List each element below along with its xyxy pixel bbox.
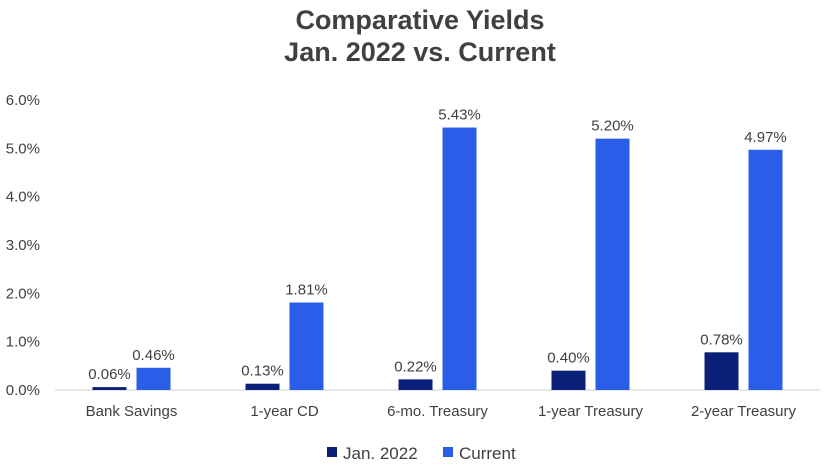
- legend: Jan. 2022 Current: [327, 444, 516, 463]
- data-label: 0.22%: [394, 358, 437, 375]
- data-label: 0.40%: [547, 350, 590, 367]
- y-tick-label: 4.0%: [6, 189, 40, 206]
- y-tick-label: 0.0%: [6, 382, 40, 399]
- bar: [704, 352, 739, 390]
- chart-title: Comparative Yields: [295, 5, 544, 35]
- legend-swatch: [327, 447, 337, 457]
- y-tick-label: 5.0%: [6, 140, 40, 157]
- bars-group: [92, 127, 783, 391]
- legend-label: Current: [459, 444, 516, 463]
- data-label: 4.97%: [744, 129, 787, 146]
- bar: [92, 387, 127, 390]
- category-label: 1-year Treasury: [538, 403, 644, 420]
- bar: [595, 138, 630, 390]
- category-label: 1-year CD: [250, 403, 319, 420]
- bar: [136, 367, 171, 390]
- data-label: 5.20%: [591, 118, 634, 135]
- bar: [442, 127, 477, 391]
- data-label: 5.43%: [438, 107, 481, 124]
- bar: [289, 302, 324, 390]
- legend-label: Jan. 2022: [343, 444, 418, 463]
- data-label: 1.81%: [285, 282, 328, 299]
- bar: [398, 379, 433, 390]
- y-tick-label: 6.0%: [6, 92, 40, 109]
- y-tick-label: 3.0%: [6, 237, 40, 254]
- data-label: 0.78%: [700, 331, 743, 348]
- category-label: 6-mo. Treasury: [387, 403, 488, 420]
- data-labels-group: 0.06%0.46% 0.13% 1.81% 0.22% 5.43% 0.40% 5.20%…: [88, 107, 787, 384]
- axis-group: 0.0% 1.0% 2.0% 3.0% 4.0% 5.0% 6.0% Bank Savings…: [6, 92, 820, 420]
- data-label: 0.06%: [88, 366, 131, 383]
- category-label: Bank Savings: [86, 403, 178, 420]
- bar: [245, 383, 280, 390]
- y-tick-label: 2.0%: [6, 285, 40, 302]
- category-label: 2-year Treasury: [691, 403, 797, 420]
- legend-swatch: [443, 447, 453, 457]
- chart-subtitle: Jan. 2022 vs. Current: [284, 37, 556, 67]
- y-tick-label: 1.0%: [6, 334, 40, 351]
- bar: [748, 149, 783, 390]
- data-label: 0.46%: [132, 347, 175, 364]
- data-label: 0.13%: [241, 363, 284, 380]
- bar: [551, 370, 586, 390]
